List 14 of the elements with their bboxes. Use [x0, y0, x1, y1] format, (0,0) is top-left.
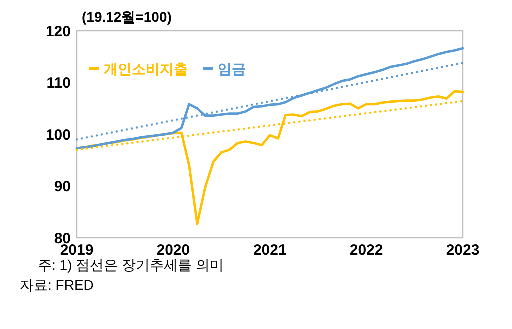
text: 주: 1) 점선은 장기추세를 의미: [38, 257, 224, 273]
text: 자료: FRED: [20, 277, 94, 293]
x-tick-label: 2021: [253, 242, 287, 259]
legend-label: 임금: [218, 60, 246, 77]
y-tick-label: 90: [54, 178, 71, 196]
y-tick-label: 100: [46, 126, 71, 144]
x-tick-label: 2020: [156, 242, 190, 259]
line-series: [76, 47, 464, 150]
legend-label: 개인소비지출: [104, 60, 188, 77]
y-axis-title: (19.12월=100): [82, 9, 172, 25]
y-tick-label: 110: [46, 75, 71, 92]
x-tick-label: 2023: [446, 242, 480, 259]
x-tick-label: 2022: [350, 242, 384, 259]
y-tick-label: 120: [46, 23, 71, 40]
